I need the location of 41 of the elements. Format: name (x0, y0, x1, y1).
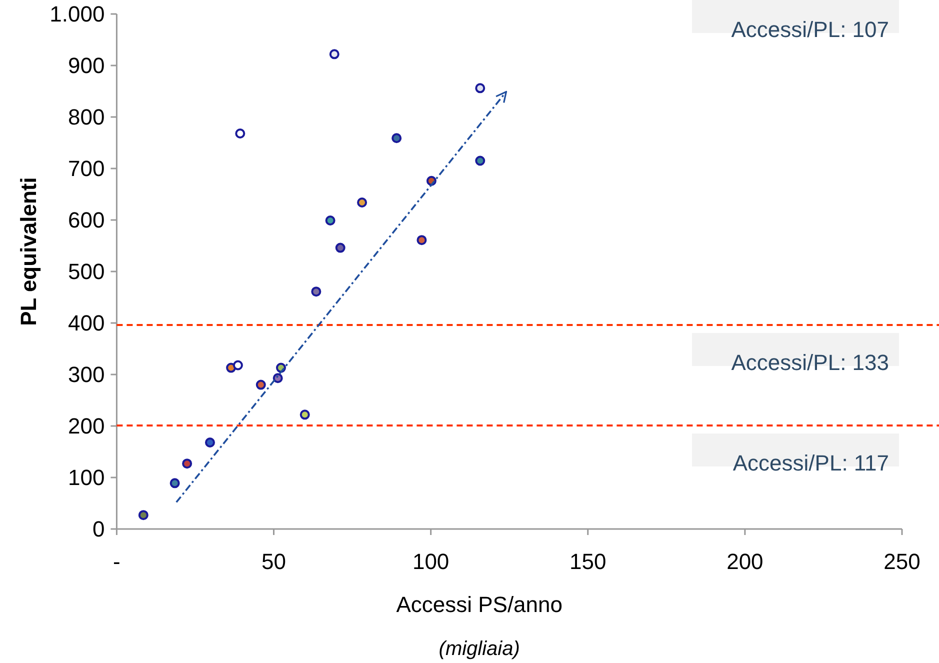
y-tick-label: 1.000 (50, 2, 105, 27)
point (256, 380, 266, 390)
y-tick-label: 500 (68, 259, 105, 284)
point (272, 373, 283, 384)
y-tick-label: 700 (68, 156, 105, 182)
point (392, 133, 402, 144)
y-tick-label: 100 (68, 465, 105, 490)
point (335, 242, 346, 253)
point (416, 235, 427, 246)
point (235, 128, 246, 138)
annotation: Accessi/PL: 117 (732, 450, 889, 476)
x-axis-title: Accessi PS/anno (396, 592, 563, 617)
y-tick-label: 0 (92, 516, 105, 542)
point (182, 458, 192, 469)
point (329, 49, 340, 60)
annotation: Accessi/PL: 133 (731, 350, 889, 376)
y-tick-label: 900 (68, 53, 105, 78)
y-tick-label: 800 (68, 104, 105, 130)
point (204, 437, 215, 448)
x-tick-label: 50 (262, 549, 286, 574)
annotation: Accessi/PL: 107 (731, 17, 889, 42)
x-tick-label: 150 (570, 549, 606, 574)
x-tick-label: 200 (726, 549, 764, 574)
x-tick-label: 100 (412, 549, 450, 574)
y-tick-label: 400 (68, 310, 105, 336)
point (138, 510, 148, 520)
point (357, 197, 368, 208)
point (325, 216, 336, 226)
x-tick-label: - (113, 549, 120, 574)
y-tick-label: 600 (68, 208, 105, 233)
point (170, 478, 180, 488)
y-tick-label: 200 (68, 414, 105, 439)
point (300, 410, 310, 420)
x-tick-label: 250 (884, 549, 920, 574)
point (311, 286, 322, 297)
point (232, 360, 243, 370)
point (475, 156, 486, 166)
text: (migliaia) (438, 638, 520, 660)
y-tick-label: 300 (68, 362, 105, 388)
point (475, 83, 486, 94)
y-axis-title: PL equivalenti (16, 177, 41, 326)
